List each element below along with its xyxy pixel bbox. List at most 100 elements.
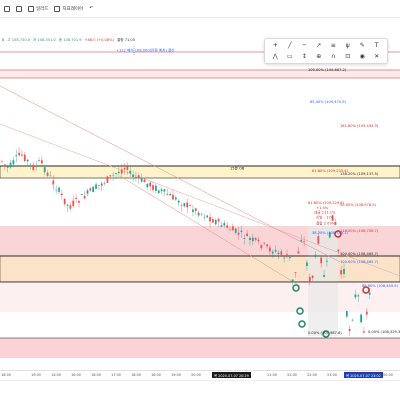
fib-level-label: 61.80% (109,229.8) — [308, 201, 344, 205]
text-icon[interactable]: T — [374, 41, 379, 49]
candle-body — [103, 182, 106, 184]
candle-body — [317, 236, 320, 244]
candle-body — [206, 215, 209, 218]
signal-marker-green-3[interactable] — [298, 320, 306, 328]
candle-body — [117, 171, 120, 174]
measure-icon[interactable]: ↕ — [301, 52, 307, 60]
candle-body — [194, 208, 197, 211]
trendline-1[interactable] — [0, 85, 341, 263]
candle-body — [263, 242, 266, 244]
horizontal-line-icon[interactable]: ─ — [302, 41, 307, 49]
info-high: 고 108,730.0 — [7, 37, 31, 42]
toolbar-item-layers[interactable]: 지표레이어 — [54, 5, 83, 12]
candle-body — [343, 268, 345, 275]
zoom-icon[interactable]: ⊕ — [316, 52, 322, 60]
crosshair-icon[interactable]: + — [272, 41, 278, 49]
fib-level-label: 88.60% (108,449.9) — [362, 284, 398, 288]
candle-body — [72, 200, 75, 207]
candle-body — [254, 237, 257, 240]
candle-body — [92, 186, 95, 193]
magnet-icon[interactable]: ∩ — [331, 52, 336, 60]
candle-body — [357, 295, 360, 297]
signal-marker-green-2[interactable] — [296, 307, 304, 315]
candle-body — [243, 238, 246, 239]
trendline-2[interactable] — [0, 123, 400, 277]
candle-body — [21, 154, 23, 156]
candle-body — [269, 247, 271, 252]
info-low: 저 108,551.0 — [33, 37, 56, 42]
lock-icon[interactable]: ⊡ — [345, 52, 351, 60]
signal-marker-green-4[interactable] — [322, 330, 330, 338]
candle-body — [257, 239, 260, 242]
candle-body — [60, 193, 63, 196]
rectangle-icon[interactable]: ▭ — [286, 52, 293, 60]
candle-body — [152, 185, 154, 190]
candle-body — [283, 257, 286, 259]
signal-marker-green-1[interactable] — [292, 284, 300, 292]
pattern-icon[interactable]: ⋀ — [272, 52, 278, 60]
price-chart[interactable] — [0, 46, 400, 370]
fib-level-label: 38.20% (108,735.1) — [312, 231, 348, 235]
candle-body — [203, 216, 206, 218]
fib-level-label: 0.00% (108,329.3) — [368, 330, 400, 334]
signal-marker-red-1[interactable] — [334, 230, 342, 238]
time-axis: 목 2025-07-07 20:29 목 2025-07-07 23:02 18… — [0, 370, 400, 380]
candle-body — [320, 257, 323, 264]
fib-icon[interactable]: ≡ — [330, 41, 336, 49]
toolbar-item-illustrate[interactable]: 일러드 — [28, 5, 48, 12]
candle-body — [337, 249, 340, 252]
candle-body — [58, 187, 60, 192]
candle-body — [146, 183, 149, 188]
candle-body — [49, 175, 52, 177]
ray-icon[interactable]: ↗ — [316, 41, 322, 49]
candle-body — [340, 270, 343, 275]
eye-icon[interactable]: ◉ — [359, 52, 365, 60]
trash-icon[interactable]: ✕ — [374, 52, 380, 60]
brush-icon[interactable]: ✎ — [359, 41, 365, 49]
candle-body — [234, 228, 237, 233]
candle-body — [200, 213, 203, 215]
fib-level-label: 161.80% (109,434.9) — [340, 124, 379, 128]
candle-body — [251, 237, 254, 242]
trendline-3[interactable] — [119, 175, 301, 287]
candle-body — [66, 204, 69, 206]
candle-body — [240, 230, 243, 233]
candle-body — [294, 272, 297, 274]
candle-body — [166, 194, 169, 195]
ob-label: 15분 OB — [230, 166, 245, 171]
candle-body — [135, 176, 137, 178]
time-tick: 23:00 — [327, 373, 337, 377]
candle-body — [157, 190, 160, 193]
candle-body — [129, 170, 132, 174]
candle-body — [26, 159, 29, 162]
pitchfork-icon[interactable]: ψ — [345, 41, 350, 49]
undo-button[interactable]: ↶ — [89, 6, 93, 11]
candle-body — [86, 190, 89, 194]
candle-body — [280, 251, 283, 255]
lower-zone — [0, 282, 400, 312]
time-tick: 16:00 — [91, 373, 101, 377]
toolbar-item-candles[interactable] — [16, 5, 22, 12]
candle-body — [351, 319, 354, 321]
line-icon[interactable]: ╱ — [287, 41, 292, 49]
info-change: +88.0 (+0.08%) — [84, 38, 114, 42]
candle-body — [15, 155, 18, 157]
candle-body — [98, 185, 100, 186]
candle-body — [303, 241, 305, 243]
candle-body — [300, 240, 303, 242]
signal-marker-red-2[interactable] — [362, 286, 370, 294]
candle-body — [368, 292, 371, 295]
order-note: +112 매수 108,000(만원 예치) 결산 — [116, 48, 175, 53]
candle-body — [326, 260, 328, 262]
candle-body — [363, 331, 365, 333]
time-tick: 18:00 — [151, 373, 161, 377]
candle-body — [246, 233, 248, 237]
candle-body — [231, 226, 234, 231]
candle-body — [38, 160, 40, 161]
candle-body — [297, 251, 300, 254]
top-zone — [0, 70, 400, 78]
layers-icon — [54, 5, 61, 12]
candle-body — [149, 182, 152, 187]
menu-icon[interactable] — [4, 5, 10, 12]
candle-body — [106, 176, 109, 183]
